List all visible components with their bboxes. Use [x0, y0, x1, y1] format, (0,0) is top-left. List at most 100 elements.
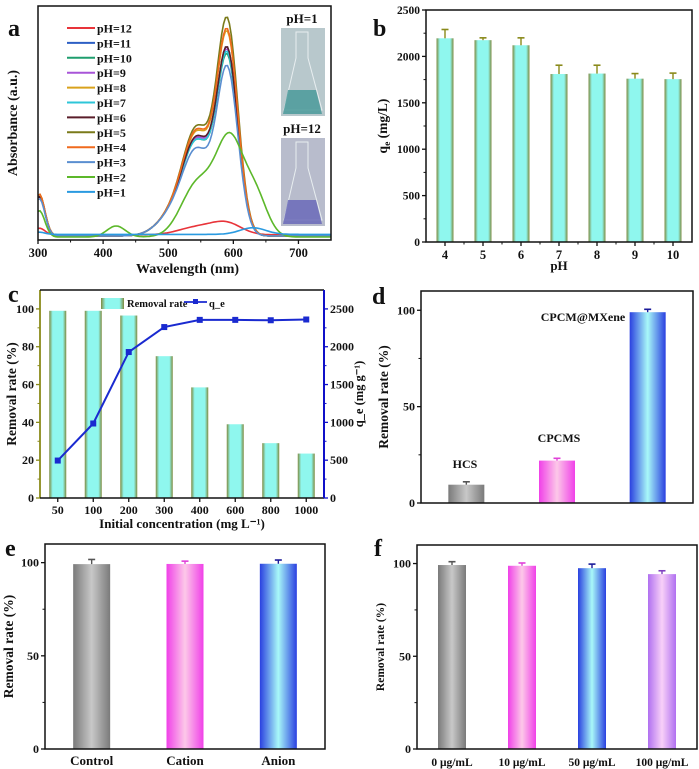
x-tick-label: 100 [84, 503, 102, 517]
legend-label: pH=10 [97, 51, 132, 65]
plot-frame [44, 543, 326, 750]
x-tick-label: 300 [155, 503, 173, 517]
bar [155, 356, 173, 498]
flask-solution [283, 90, 322, 114]
bar [191, 387, 209, 498]
y-tick-label: 500 [403, 191, 421, 203]
bar [262, 443, 280, 498]
qe-point [303, 316, 310, 323]
y-tick-label: 1500 [397, 98, 420, 110]
bar [626, 78, 644, 242]
y-axis-label: Removal rate (%) [1, 595, 16, 698]
bar [436, 38, 454, 242]
x-tick-label: 6 [518, 248, 524, 262]
x-tick-label: 0 μg/mL [431, 757, 473, 769]
panel-label: f [374, 536, 383, 562]
y-tick-label: 100 [397, 303, 415, 317]
x-tick-label: 600 [224, 246, 243, 260]
spectrum-line [37, 64, 331, 237]
panel-label: b [373, 16, 386, 42]
legend-label: pH=9 [97, 66, 126, 80]
qe-point [90, 420, 97, 427]
y-tick-label: 20 [22, 453, 34, 467]
y2-tick-label: 500 [330, 453, 348, 467]
x-tick-label: 700 [289, 246, 308, 260]
panel-a-uv-vis-spectra: a 300 400 500 600 700 Wavelength (nm) Absorbanc… [6, 5, 332, 277]
x-axis-label: Wavelength (nm) [136, 262, 239, 277]
qe-point [54, 457, 61, 464]
y-axis-label: Removal rate (%) [376, 345, 391, 448]
x-tick-label: 400 [94, 246, 113, 260]
y-tick-label: 2500 [397, 5, 420, 17]
y-tick-label: 0 [409, 496, 415, 510]
legend-label: pH=2 [97, 171, 126, 185]
y2-tick-label: 1000 [330, 415, 354, 429]
panel-d-material-comparison: d 0 50 100 HCS CPCMS CPCM@MXene Removal rate (%… [372, 284, 694, 510]
bar [84, 310, 102, 498]
x-tick-label: 4 [442, 248, 449, 262]
x-tick-label: 10 μg/mL [498, 757, 545, 769]
inset-label: pH=1 [286, 11, 317, 26]
bar-label: CPCMS [538, 431, 581, 445]
y-tick-label: 0 [28, 491, 34, 505]
y-axis-label: Removal rate (%) [375, 603, 387, 691]
x-tick-label: 100 μg/mL [636, 757, 689, 769]
y-tick-label: 0 [405, 742, 411, 756]
y-tick-label: 100 [393, 557, 411, 571]
bar [474, 40, 492, 242]
y-tick-label: 0 [414, 237, 420, 249]
bar [550, 74, 568, 242]
bar [166, 563, 204, 749]
legend-label: pH=7 [97, 96, 126, 110]
y-tick-label: 50 [27, 649, 39, 663]
x-tick-label: 400 [191, 503, 209, 517]
bar-label: CPCM@MXene [541, 310, 626, 324]
y2-tick-label: 1500 [330, 378, 354, 392]
flask-outline [283, 141, 323, 221]
bar [448, 484, 485, 503]
x-tick-label: 500 [159, 246, 178, 260]
y-axis-label: qe (mg/L) [375, 99, 393, 154]
bar [259, 563, 297, 749]
legend-label: pH=3 [97, 156, 126, 170]
bar [578, 568, 606, 749]
x-tick-label: 50 μg/mL [568, 757, 615, 769]
flask-outline [283, 31, 323, 111]
x-tick-label: Cation [166, 753, 204, 768]
panel-c-removal-vs-concentration: c 0 20 40 60 80 100 50 100 200 300 400 600 800 1000 0 50… [4, 282, 366, 531]
y-axis-label: q_e (mg g⁻¹) [352, 361, 366, 428]
qe-point [232, 316, 239, 323]
y-tick-label: 50 [403, 400, 415, 414]
y-tick-label: 60 [22, 378, 34, 392]
bar [226, 424, 244, 498]
x-tick-label: 200 [120, 503, 138, 517]
flask-solution [283, 200, 322, 224]
y2-tick-label: 2000 [330, 340, 354, 354]
plot-frame [425, 9, 693, 243]
legend-label: pH=6 [97, 111, 126, 125]
bar [629, 312, 666, 503]
panel-label: e [5, 536, 16, 562]
y-tick-label: 40 [22, 415, 34, 429]
x-tick-label: 8 [594, 248, 600, 262]
bar [438, 565, 466, 749]
plot-frame [420, 290, 694, 504]
y-tick-label: 100 [16, 302, 34, 316]
bar [49, 310, 67, 498]
panel-label: c [8, 282, 19, 308]
panel-b-qe-vs-ph: b 0 500 1000 1500 2000 2500 4 5 6 7 8 9 10 pH qe (mg/L) [373, 5, 693, 273]
x-tick-label: 1000 [294, 503, 318, 517]
bar [73, 564, 111, 749]
legend-label: Removal rate [127, 299, 188, 310]
y2-tick-label: 0 [330, 491, 336, 505]
x-tick-label: 600 [226, 503, 244, 517]
x-tick-label: 50 [52, 503, 64, 517]
panel-label: a [8, 16, 20, 42]
bar [297, 453, 315, 498]
plot-frame [37, 5, 332, 241]
inset-label: pH=12 [283, 121, 321, 136]
bar [120, 315, 138, 498]
x-tick-label: Control [70, 753, 113, 768]
y-axis-label: Absorbance (a.u.) [6, 70, 21, 177]
